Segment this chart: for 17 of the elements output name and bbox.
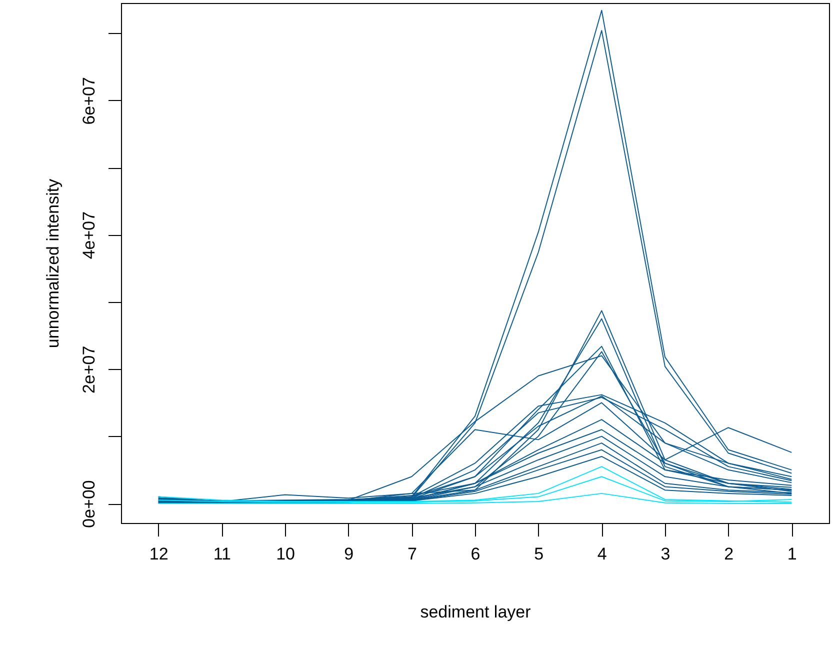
x-axis-title: sediment layer <box>420 602 532 622</box>
y-axis-title: unnormalized intensity <box>44 178 62 348</box>
y-tick-label: 6e+07 <box>80 77 98 125</box>
x-tick-label: 11 <box>213 544 232 564</box>
y-tick-label: 0e+00 <box>80 480 98 528</box>
x-tick-label: 4 <box>597 544 607 564</box>
x-tick-label: 6 <box>470 544 480 564</box>
x-tick-label: 10 <box>276 544 295 564</box>
x-tick-label: 5 <box>534 544 544 564</box>
y-tick-label: 2e+07 <box>80 346 98 394</box>
x-tick-label: 2 <box>724 544 734 564</box>
x-tick-label: 1 <box>787 544 797 564</box>
x-tick-label: 7 <box>407 544 417 564</box>
x-tick-label: 9 <box>344 544 354 564</box>
x-tick-label: 3 <box>660 544 670 564</box>
x-tick-label: 12 <box>149 544 168 564</box>
y-tick-label: 4e+07 <box>80 211 98 260</box>
